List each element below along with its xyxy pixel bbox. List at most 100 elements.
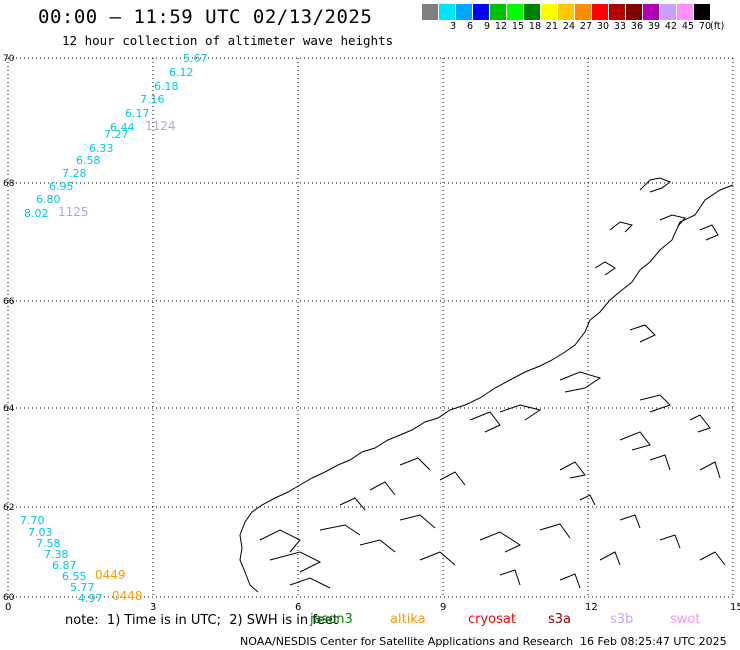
swh-value: 6.87 <box>52 559 77 572</box>
coast-segment <box>559 573 581 589</box>
coast-segment <box>659 214 686 227</box>
color-swatch <box>609 4 626 20</box>
swh-value: 7.27 <box>104 128 129 141</box>
swh-value: 6.55 <box>62 570 87 583</box>
color-scale-label: 45 <box>681 21 694 32</box>
coast-segment <box>419 551 456 566</box>
swh-value: 7.16 <box>140 93 165 106</box>
mission-s3b: s3b <box>610 612 634 627</box>
swh-value: 6.17 <box>125 107 150 120</box>
color-swatch <box>626 4 643 20</box>
swh-value: 7.28 <box>62 167 87 180</box>
color-scale-unit: (ft) <box>710 21 725 32</box>
coast-segment <box>469 411 501 433</box>
color-swatch <box>439 4 456 20</box>
lon-label: 0 <box>5 602 11 613</box>
coast-segment <box>659 534 681 549</box>
coast-segment <box>269 551 322 573</box>
pass-time-label: 0448 <box>112 589 143 603</box>
swh-value: 5.67 <box>183 52 208 65</box>
coast-segment <box>239 184 734 593</box>
mission-jason3: jason3 <box>310 612 353 627</box>
color-scale-label: 15 <box>511 21 524 32</box>
pass-time-label: 1124 <box>145 119 176 133</box>
coast-segment <box>579 494 596 506</box>
note-text: note: 1) Time is in UTC; 2) SWH is in fe… <box>65 613 338 628</box>
color-swatch <box>694 4 711 20</box>
axis-labels: 70 68 66 64 62 600 3 6 9 12 15 <box>3 54 740 613</box>
swh-value: 6.12 <box>169 66 194 79</box>
color-scale-label: 3 <box>449 21 456 32</box>
coast-segment <box>629 324 656 343</box>
color-scale-label: 42 <box>664 21 677 32</box>
coast-segment <box>609 221 633 233</box>
coast-segment <box>699 551 726 566</box>
swh-value: 6.44 <box>110 121 135 134</box>
color-swatch <box>473 4 490 20</box>
coast-segment <box>619 514 641 529</box>
color-scale-label: 36 <box>630 21 643 32</box>
lon-label: 15 <box>730 602 740 613</box>
color-swatch <box>507 4 524 20</box>
lon-label: 3 <box>150 602 156 613</box>
coast-segment <box>399 457 431 471</box>
color-swatch <box>541 4 558 20</box>
mission-cryosat: cryosat <box>468 612 516 627</box>
swh-value: 7.38 <box>44 548 69 561</box>
color-scale-label: 33 <box>613 21 626 32</box>
swh-value: 6.18 <box>154 80 179 93</box>
coast-segment <box>369 481 396 496</box>
coast-segment <box>594 261 616 276</box>
color-scale-label: 24 <box>562 21 575 32</box>
color-swatch <box>558 4 575 20</box>
page-title: 00:00 – 11:59 UTC 02/13/2025 <box>38 6 373 28</box>
swh-value: 5.77 <box>70 581 95 594</box>
swh-value: 6.58 <box>76 154 101 167</box>
color-swatch <box>592 4 609 20</box>
color-swatch <box>422 4 439 20</box>
lat-label: 68 <box>3 179 15 189</box>
swh-value: 6.95 <box>49 180 74 193</box>
color-scale-labels: 3 6 9 12 15 18 21 24 27 30 33 36 39 42 45 70 <box>422 21 711 32</box>
coast-segment <box>539 523 571 539</box>
coast-segment <box>289 577 331 589</box>
coast-segment <box>399 514 436 529</box>
coast-segment <box>599 551 621 566</box>
coast-segment <box>359 539 396 553</box>
pass-time-label: 0449 <box>95 568 126 582</box>
map-grid <box>7 57 734 598</box>
lat-label: 70 <box>3 54 15 64</box>
swh-value: 6.33 <box>89 142 114 155</box>
page-subtitle: 12 hour collection of altimeter wave hei… <box>62 33 394 48</box>
footer-timestamp: 16 Feb 08:25:47 UTC 2025 <box>580 635 727 648</box>
color-scale-label: 18 <box>528 21 541 32</box>
color-swatch <box>524 4 541 20</box>
color-scale-label: 12 <box>494 21 507 32</box>
coast-segment <box>639 177 672 193</box>
mission-s3a: s3a <box>548 612 572 627</box>
color-scale-label: 70 <box>698 21 711 32</box>
swh-value: 7.70 <box>20 514 45 527</box>
color-scale-label: 30 <box>596 21 609 32</box>
coast-segment <box>479 531 522 553</box>
color-scale-bar <box>422 4 711 20</box>
lat-label: 60 <box>3 593 15 603</box>
coast-segment <box>259 529 301 553</box>
coast-segment <box>699 461 721 479</box>
coast-segment <box>439 471 466 486</box>
swh-value: 6.80 <box>36 193 61 206</box>
lat-label: 66 <box>3 297 15 307</box>
color-swatch <box>677 4 694 20</box>
coast-segment <box>559 461 586 479</box>
coast-segment <box>619 431 651 451</box>
color-scale-label: 39 <box>647 21 660 32</box>
coast-segment <box>699 224 719 241</box>
color-scale-label: 9 <box>483 21 490 32</box>
color-swatch <box>643 4 660 20</box>
footer-agency: NOAA/NESDIS Center for Satellite Applica… <box>240 635 574 648</box>
pass-time-label: 1125 <box>58 205 89 219</box>
swh-value: 7.58 <box>36 537 61 550</box>
lon-label: 9 <box>440 602 446 613</box>
mission-altika: altika <box>390 612 426 627</box>
